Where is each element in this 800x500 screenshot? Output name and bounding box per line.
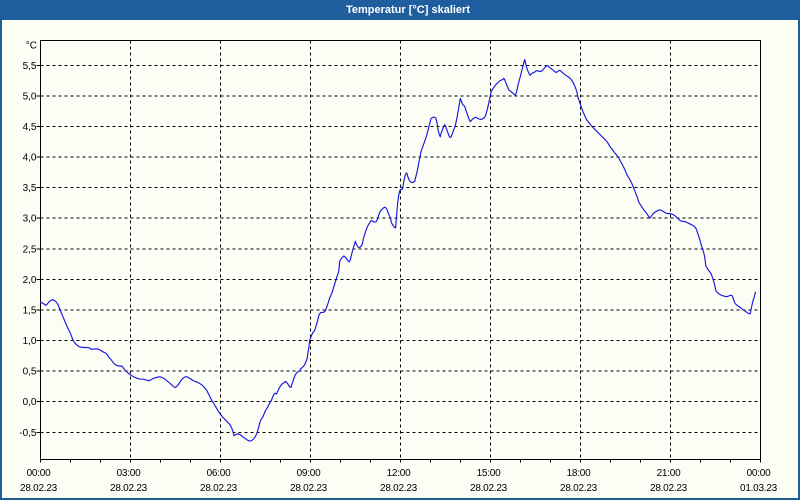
svg-text:5,5: 5,5 [23, 61, 37, 72]
svg-text:28.02.23: 28.02.23 [200, 483, 238, 494]
svg-text:03:00: 03:00 [117, 468, 141, 479]
svg-text:28.02.23: 28.02.23 [470, 483, 508, 494]
svg-text:21:00: 21:00 [657, 468, 681, 479]
svg-text:4,5: 4,5 [23, 122, 37, 133]
svg-text:28.02.23: 28.02.23 [560, 483, 598, 494]
svg-text:06:00: 06:00 [207, 468, 231, 479]
svg-text:12:00: 12:00 [387, 468, 411, 479]
svg-text:2,5: 2,5 [23, 244, 37, 255]
svg-text:28.02.23: 28.02.23 [650, 483, 688, 494]
svg-text:28.02.23: 28.02.23 [290, 483, 328, 494]
svg-text:28.02.23: 28.02.23 [110, 483, 148, 494]
svg-text:09:00: 09:00 [297, 468, 321, 479]
svg-text:15:00: 15:00 [477, 468, 501, 479]
svg-text:0,0: 0,0 [23, 397, 37, 408]
svg-text:01.03.23: 01.03.23 [740, 483, 778, 494]
svg-text:4,0: 4,0 [23, 153, 37, 164]
svg-text:18:00: 18:00 [567, 468, 591, 479]
svg-text:1,5: 1,5 [23, 306, 37, 317]
svg-text:28.02.23: 28.02.23 [380, 483, 418, 494]
svg-text:3,5: 3,5 [23, 183, 37, 194]
svg-text:1,0: 1,0 [23, 336, 37, 347]
svg-text:28.02.23: 28.02.23 [20, 483, 58, 494]
svg-text:00:00: 00:00 [27, 468, 51, 479]
svg-text:-0,5: -0,5 [19, 428, 37, 439]
svg-text:°C: °C [26, 41, 37, 52]
svg-text:5,0: 5,0 [23, 91, 37, 102]
svg-text:00:00: 00:00 [747, 468, 771, 479]
svg-text:0,5: 0,5 [23, 367, 37, 378]
svg-text:2,0: 2,0 [23, 275, 37, 286]
svg-text:3,0: 3,0 [23, 214, 37, 225]
